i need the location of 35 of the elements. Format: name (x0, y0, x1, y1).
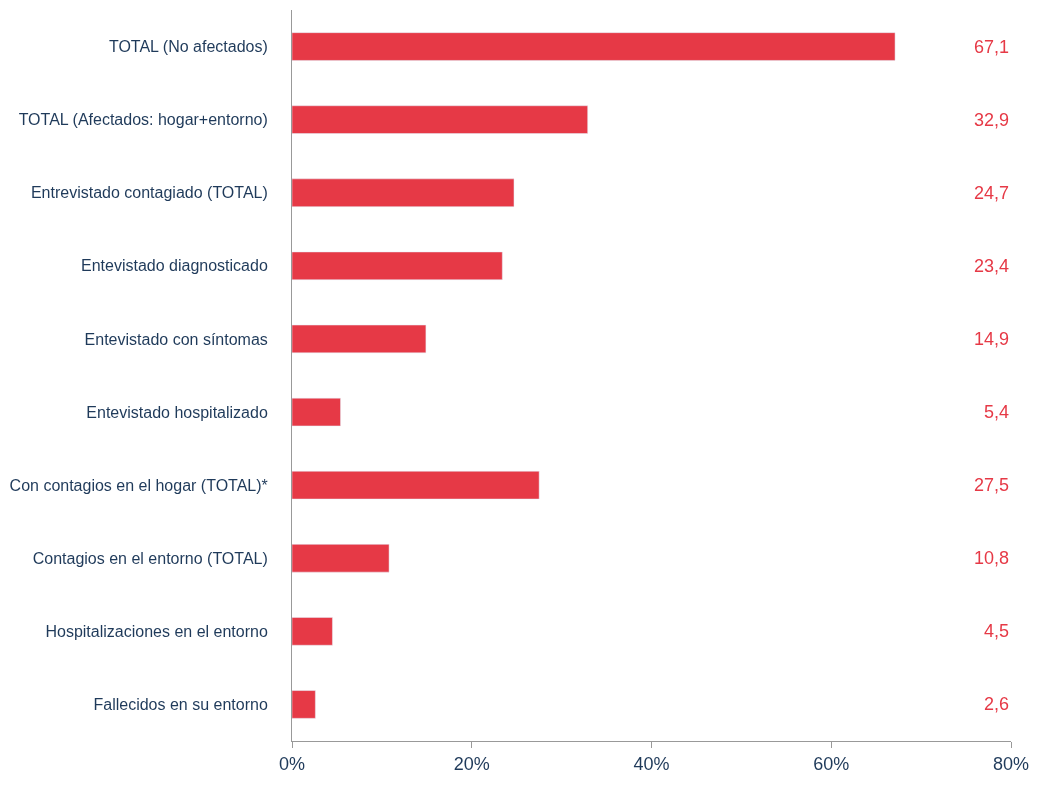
data-label: 2,6 (984, 694, 1010, 714)
bar (292, 544, 390, 573)
bar (292, 690, 316, 719)
data-label: 27,5 (974, 475, 1010, 495)
data-label: 32,9 (974, 110, 1010, 130)
data-label: 5,4 (984, 402, 1010, 422)
y-tick-label: Entevistado con síntomas (84, 330, 268, 348)
data-label: 4,5 (984, 621, 1010, 641)
y-tick-label: Entrevistado contagiado (TOTAL) (30, 184, 268, 202)
bar (292, 617, 333, 646)
bar (292, 32, 896, 61)
bar (292, 105, 588, 134)
bar (292, 397, 341, 427)
bar (292, 471, 540, 500)
y-tick-label: Contagios en el entorno (TOTAL) (32, 549, 268, 567)
x-tick-label: 60% (813, 753, 850, 774)
bar (292, 324, 427, 354)
y-tick-label: Hospitalizaciones en el entorno (45, 622, 268, 640)
y-tick-label: Fallecidos en su entorno (93, 696, 268, 714)
x-tick-label: 40% (633, 753, 670, 774)
y-tick-label: Con contagios en el hogar (TOTAL)* (9, 476, 268, 494)
y-tick-label: TOTAL (Afectados: hogar+entorno) (18, 111, 268, 129)
y-tick-label: Entevistado diagnosticado (81, 257, 268, 275)
x-tick-label: 20% (453, 753, 490, 774)
data-label: 67,1 (974, 37, 1010, 57)
y-tick-label: Entevistado hospitalizado (86, 403, 268, 421)
data-label: 24,7 (974, 183, 1010, 203)
x-tick-label: 80% (992, 753, 1030, 774)
bar (292, 178, 515, 207)
data-label: 23,4 (974, 256, 1010, 276)
bar (292, 251, 503, 280)
x-tick-label: 0% (278, 753, 306, 774)
y-tick-label: TOTAL (No afectados) (108, 38, 268, 56)
data-label: 10,8 (974, 548, 1010, 568)
data-label: 14,9 (974, 329, 1010, 349)
